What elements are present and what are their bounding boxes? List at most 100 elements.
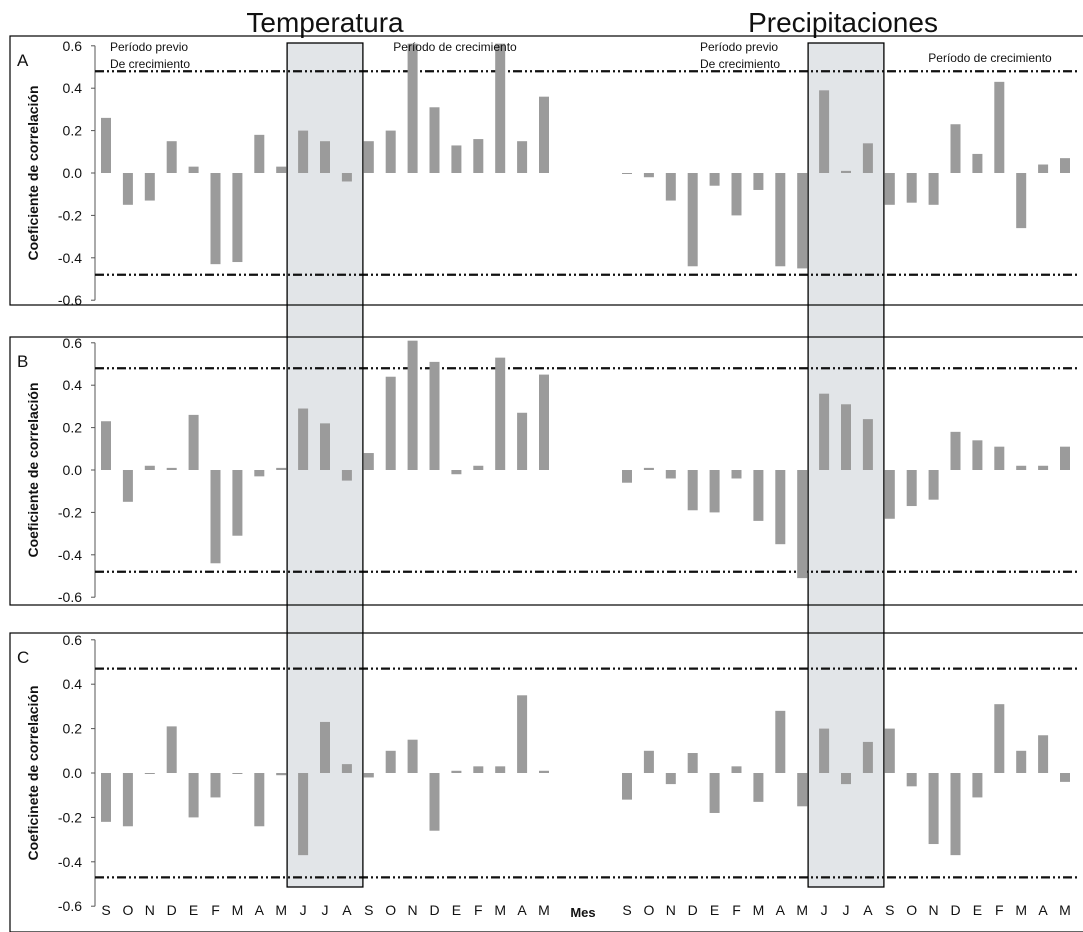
- precipitation-bar-O-1: [643, 467, 654, 470]
- precipitation-bar-O-13: [906, 773, 917, 787]
- precipitation-bar-M-8: [797, 470, 808, 579]
- temperature-bar-M-18: [495, 357, 506, 470]
- temperature-bar-F-17: [473, 766, 484, 773]
- temperature-bar-A-19: [517, 412, 528, 470]
- y-tick-label: 0.4: [63, 676, 83, 692]
- y-tick-label: 0.2: [63, 420, 83, 436]
- temperature-bar-E-16: [451, 770, 462, 773]
- temperature-bar-A-11: [341, 764, 352, 773]
- temperature-bar-S-12: [363, 773, 374, 778]
- precipitation-bar-O-1: [643, 173, 654, 178]
- x-label-temperature-16: E: [452, 902, 461, 918]
- temperature-bar-O-1: [122, 173, 133, 205]
- temperature-bar-A-7: [254, 773, 265, 827]
- precipitation-bar-E-16: [972, 773, 983, 798]
- y-tick-label: -0.4: [58, 854, 82, 870]
- precipitation-bar-M-8: [797, 173, 808, 269]
- precipitation-highlight-frame: [807, 42, 885, 888]
- y-tick-label: -0.6: [58, 589, 82, 605]
- x-label-precipitation-18: M: [1015, 902, 1027, 918]
- panel-frame: [9, 336, 1083, 606]
- highlight-frames: [286, 42, 885, 888]
- precipitation-bar-M-18: [1016, 465, 1027, 470]
- precipitation-bar-M-8: [797, 773, 808, 807]
- temperature-bar-M-8: [276, 467, 287, 470]
- temperature-bar-M-20: [539, 374, 549, 470]
- precipitation-bar-D-3: [687, 470, 698, 511]
- x-label-temperature-3: D: [167, 902, 177, 918]
- temperature-bar-A-7: [254, 134, 265, 173]
- x-label-temperature-15: D: [429, 902, 439, 918]
- y-tick-label: 0.0: [63, 765, 83, 781]
- precipitation-bar-O-13: [906, 470, 917, 507]
- temperature-bar-J-9: [298, 408, 309, 470]
- x-label-precipitation-14: N: [929, 902, 939, 918]
- temperature-bar-F-5: [210, 173, 221, 265]
- precipitation-bar-S-0: [622, 470, 632, 483]
- temperature-bar-F-5: [210, 470, 221, 564]
- temperature-bar-F-5: [210, 773, 221, 798]
- temperature-bar-S-12: [363, 141, 374, 173]
- temperature-bar-D-3: [166, 726, 177, 773]
- x-label-temperature-6: M: [232, 902, 244, 918]
- precipitation-bar-E-16: [972, 153, 983, 173]
- precipitation-bar-F-17: [994, 704, 1005, 773]
- temperature-bar-F-17: [473, 465, 484, 470]
- x-label-temperature-17: F: [474, 902, 483, 918]
- x-label-temperature-9: J: [300, 902, 307, 918]
- y-tick-label: 0.4: [63, 80, 83, 96]
- x-label-temperature-13: O: [385, 902, 396, 918]
- y-tick-label: -0.6: [58, 292, 82, 308]
- precipitation-bar-F-5: [731, 470, 742, 479]
- precipitation-bar-N-2: [665, 470, 676, 479]
- prec-pre-period-label-line2: De crecimiento: [700, 57, 780, 71]
- x-label-temperature-8: M: [275, 902, 287, 918]
- precipitation-bar-S-12: [884, 173, 895, 205]
- x-label-precipitation-16: E: [973, 902, 982, 918]
- precipitation-bar-J-10: [841, 170, 851, 173]
- temp-pre-period-label-line2: De crecimiento: [110, 57, 190, 71]
- x-axis-label: Mes: [570, 905, 595, 920]
- temperature-bar-D-15: [429, 361, 440, 470]
- temperature-bar-M-20: [539, 96, 549, 173]
- x-label-precipitation-10: J: [843, 902, 850, 918]
- x-label-precipitation-5: F: [732, 902, 741, 918]
- precipitation-bar-A-11: [862, 419, 873, 470]
- temperature-bar-A-11: [341, 470, 352, 481]
- temperature-bar-J-10: [320, 721, 330, 773]
- precipitation-bar-M-18: [1016, 173, 1027, 229]
- x-label-temperature-5: F: [211, 902, 220, 918]
- x-label-temperature-4: E: [189, 902, 198, 918]
- precipitation-bar-N-2: [665, 173, 676, 201]
- temperature-bar-E-4: [188, 414, 199, 470]
- precipitation-bar-E-16: [972, 440, 983, 470]
- precipitation-bar-N-14: [928, 173, 939, 205]
- x-label-temperature-7: A: [255, 902, 265, 918]
- y-tick-label: -0.2: [58, 207, 82, 223]
- temperature-bar-M-20: [539, 770, 549, 773]
- temperature-bar-A-19: [517, 695, 528, 773]
- precipitation-bar-M-20: [1060, 773, 1070, 782]
- x-label-precipitation-11: A: [863, 902, 873, 918]
- precipitation-bar-A-19: [1038, 465, 1049, 470]
- temperature-title: Temperatura: [246, 7, 404, 38]
- y-tick-label: 0.2: [63, 123, 83, 139]
- precipitation-bar-J-10: [841, 773, 851, 785]
- x-label-temperature-0: S: [101, 902, 110, 918]
- x-label-precipitation-2: N: [666, 902, 676, 918]
- precipitation-bar-M-6: [753, 470, 764, 521]
- highlight-bands: [287, 43, 884, 887]
- temperature-bar-A-7: [254, 470, 265, 477]
- precipitation-bar-S-12: [884, 470, 895, 519]
- precipitation-bar-D-15: [950, 124, 961, 173]
- chart-panels: A 0.6 0.4 0.2 0.0 -0.2 -0.4 -0.6 Coeficiente de …: [9, 35, 1083, 932]
- precipitation-bar-E-4: [709, 470, 720, 513]
- temperature-bar-N-14: [407, 43, 418, 174]
- precipitation-bar-O-13: [906, 173, 917, 203]
- precipitation-bar-J-9: [819, 393, 830, 470]
- temperature-bar-N-2: [144, 465, 155, 470]
- precipitation-bar-J-10: [841, 404, 851, 470]
- x-label-precipitation-12: S: [885, 902, 894, 918]
- precipitation-bar-F-5: [731, 173, 742, 216]
- precipitation-bar-F-17: [994, 81, 1005, 173]
